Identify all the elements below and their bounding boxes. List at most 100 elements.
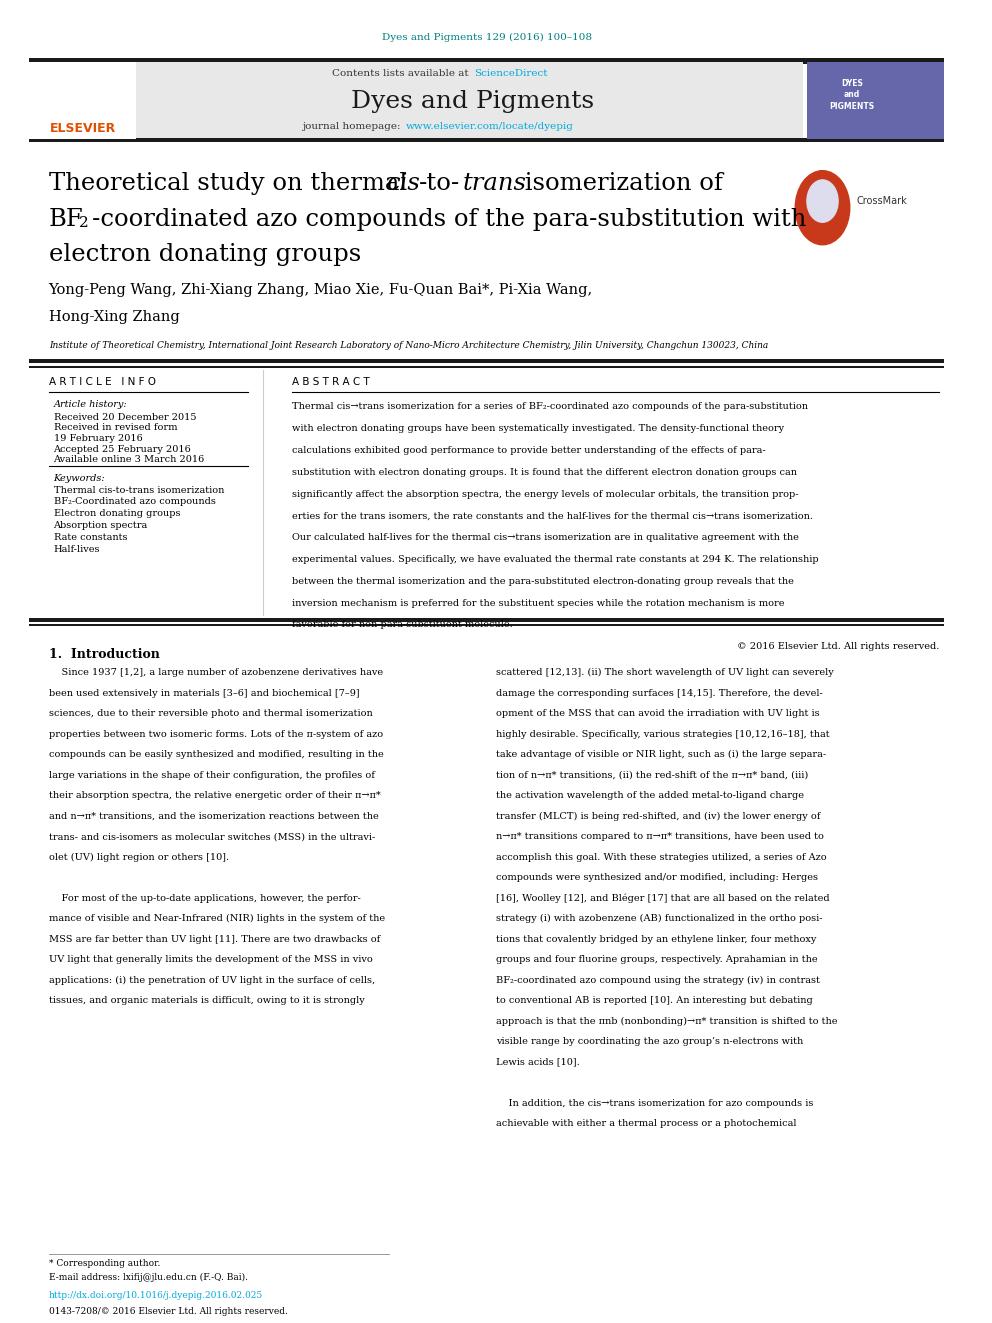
Text: tion of n→π* transitions, (ii) the red-shift of the π→π* band, (iii): tion of n→π* transitions, (ii) the red-s…: [496, 770, 808, 779]
Bar: [29, 58, 944, 64]
Text: groups and four fluorine groups, respectively. Aprahamian in the: groups and four fluorine groups, respect…: [496, 955, 818, 964]
Bar: [29, 618, 944, 622]
Text: damage the corresponding surfaces [14,15]. Therefore, the devel-: damage the corresponding surfaces [14,15…: [496, 688, 823, 697]
Text: properties between two isomeric forms. Lots of the π-system of azo: properties between two isomeric forms. L…: [49, 730, 383, 738]
Text: journal homepage:: journal homepage:: [303, 122, 404, 131]
Text: with electron donating groups have been systematically investigated. The density: with electron donating groups have been …: [292, 423, 784, 433]
Text: Lewis acids [10].: Lewis acids [10].: [496, 1058, 580, 1066]
Text: large variations in the shape of their configuration, the profiles of: large variations in the shape of their c…: [49, 770, 375, 779]
Text: strategy (i) with azobenzene (AB) functionalized in the ortho posi-: strategy (i) with azobenzene (AB) functi…: [496, 914, 823, 923]
Text: electron donating groups: electron donating groups: [49, 243, 361, 266]
Text: Article history:: Article history:: [54, 400, 127, 409]
Text: Available online 3 March 2016: Available online 3 March 2016: [54, 455, 204, 464]
Text: -to-: -to-: [419, 172, 460, 194]
Text: MSS are far better than UV light [11]. There are two drawbacks of: MSS are far better than UV light [11]. T…: [49, 934, 380, 943]
Text: Rate constants: Rate constants: [54, 533, 127, 542]
Text: trans: trans: [462, 172, 527, 194]
Text: significantly affect the absorption spectra, the energy levels of molecular orbi: significantly affect the absorption spec…: [292, 490, 799, 499]
Bar: [29, 138, 944, 142]
Text: 0143-7208/© 2016 Elsevier Ltd. All rights reserved.: 0143-7208/© 2016 Elsevier Ltd. All right…: [49, 1307, 288, 1316]
Text: Since 1937 [1,2], a large number of azobenzene derivatives have: Since 1937 [1,2], a large number of azob…: [49, 668, 383, 677]
Text: Absorption spectra: Absorption spectra: [54, 521, 148, 531]
Text: tissues, and organic materials is difficult, owing to it is strongly: tissues, and organic materials is diffic…: [49, 996, 364, 1005]
Circle shape: [796, 171, 850, 245]
Text: © 2016 Elsevier Ltd. All rights reserved.: © 2016 Elsevier Ltd. All rights reserved…: [737, 643, 939, 651]
Text: BF₂-coordinated azo compound using the strategy (iv) in contrast: BF₂-coordinated azo compound using the s…: [496, 976, 820, 984]
Text: Contents lists available at: Contents lists available at: [332, 69, 472, 78]
Text: Thermal cis-to-trans isomerization: Thermal cis-to-trans isomerization: [54, 486, 224, 495]
Text: For most of the up-to-date applications, however, the perfor-: For most of the up-to-date applications,…: [49, 894, 360, 902]
Text: Theoretical study on thermal: Theoretical study on thermal: [49, 172, 415, 194]
Text: Institute of Theoretical Chemistry, International Joint Research Laboratory of N: Institute of Theoretical Chemistry, Inte…: [49, 341, 768, 351]
Text: the activation wavelength of the added metal-to-ligand charge: the activation wavelength of the added m…: [496, 791, 805, 800]
Text: 19 February 2016: 19 February 2016: [54, 434, 142, 443]
Bar: [29, 366, 944, 368]
Text: mance of visible and Near-Infrared (NIR) lights in the system of the: mance of visible and Near-Infrared (NIR)…: [49, 914, 385, 923]
Text: tions that covalently bridged by an ethylene linker, four methoxy: tions that covalently bridged by an ethy…: [496, 934, 816, 943]
Text: between the thermal isomerization and the para-substituted electron-donating gro: between the thermal isomerization and th…: [292, 577, 794, 586]
Text: Yong-Peng Wang, Zhi-Xiang Zhang, Miao Xie, Fu-Quan Bai*, Pi-Xia Wang,: Yong-Peng Wang, Zhi-Xiang Zhang, Miao Xi…: [49, 283, 593, 298]
Text: E-mail address: lxifij@jlu.edu.cn (F.-Q. Bai).: E-mail address: lxifij@jlu.edu.cn (F.-Q.…: [49, 1273, 248, 1282]
Bar: [29, 62, 136, 139]
Text: Electron donating groups: Electron donating groups: [54, 509, 180, 519]
Bar: [136, 62, 804, 139]
Text: visible range by coordinating the azo group’s n-electrons with: visible range by coordinating the azo gr…: [496, 1037, 804, 1046]
Text: trans- and cis-isomers as molecular switches (MSS) in the ultravi-: trans- and cis-isomers as molecular swit…: [49, 832, 375, 841]
Text: BF₂-Coordinated azo compounds: BF₂-Coordinated azo compounds: [54, 497, 215, 507]
Text: sciences, due to their reversible photo and thermal isomerization: sciences, due to their reversible photo …: [49, 709, 372, 718]
Text: their absorption spectra, the relative energetic order of their π→π*: their absorption spectra, the relative e…: [49, 791, 380, 800]
Text: UV light that generally limits the development of the MSS in vivo: UV light that generally limits the devel…: [49, 955, 372, 964]
Bar: [29, 359, 944, 363]
Text: to conventional AB is reported [10]. An interesting but debating: to conventional AB is reported [10]. An …: [496, 996, 813, 1005]
Text: Keywords:: Keywords:: [54, 474, 105, 483]
Text: ScienceDirect: ScienceDirect: [474, 69, 548, 78]
Text: DYES
and
PIGMENTS: DYES and PIGMENTS: [829, 79, 874, 111]
Text: Our calculated half-lives for the thermal cis→trans isomerization are in qualita: Our calculated half-lives for the therma…: [292, 533, 799, 542]
Text: www.elsevier.com/locate/dyepig: www.elsevier.com/locate/dyepig: [406, 122, 573, 131]
Text: A B S T R A C T: A B S T R A C T: [292, 377, 370, 388]
Text: highly desirable. Specifically, various strategies [10,12,16–18], that: highly desirable. Specifically, various …: [496, 730, 830, 738]
Text: Thermal cis→trans isomerization for a series of BF₂-coordinated azo compounds of: Thermal cis→trans isomerization for a se…: [292, 402, 808, 411]
Text: * Corresponding author.: * Corresponding author.: [49, 1259, 160, 1269]
Text: erties for the trans isomers, the rate constants and the half-lives for the ther: erties for the trans isomers, the rate c…: [292, 512, 813, 520]
Text: -coordinated azo compounds of the para-substitution with: -coordinated azo compounds of the para-s…: [92, 208, 806, 230]
Text: isomerization of: isomerization of: [517, 172, 722, 194]
Text: experimental values. Specifically, we have evaluated the thermal rate constants : experimental values. Specifically, we ha…: [292, 556, 818, 564]
Text: inversion mechanism is preferred for the substituent species while the rotation : inversion mechanism is preferred for the…: [292, 599, 785, 607]
Text: substitution with electron donating groups. It is found that the different elect: substitution with electron donating grou…: [292, 468, 797, 476]
Text: applications: (i) the penetration of UV light in the surface of cells,: applications: (i) the penetration of UV …: [49, 976, 375, 984]
Text: http://dx.doi.org/10.1016/j.dyepig.2016.02.025: http://dx.doi.org/10.1016/j.dyepig.2016.…: [49, 1291, 263, 1301]
Text: scattered [12,13]. (ii) The short wavelength of UV light can severely: scattered [12,13]. (ii) The short wavele…: [496, 668, 834, 677]
Bar: [806, 62, 944, 139]
Text: opment of the MSS that can avoid the irradiation with UV light is: opment of the MSS that can avoid the irr…: [496, 709, 820, 718]
Text: favorable for non-para-substituent molecule.: favorable for non-para-substituent molec…: [292, 620, 513, 630]
Text: transfer (MLCT) is being red-shifted, and (iv) the lower energy of: transfer (MLCT) is being red-shifted, an…: [496, 811, 820, 820]
Text: Dyes and Pigments: Dyes and Pigments: [350, 90, 593, 112]
Circle shape: [806, 180, 838, 222]
Text: compounds can be easily synthesized and modified, resulting in the: compounds can be easily synthesized and …: [49, 750, 384, 759]
Text: been used extensively in materials [3–6] and biochemical [7–9]: been used extensively in materials [3–6]…: [49, 688, 359, 697]
Text: In addition, the cis→trans isomerization for azo compounds is: In addition, the cis→trans isomerization…: [496, 1098, 813, 1107]
Text: accomplish this goal. With these strategies utilized, a series of Azo: accomplish this goal. With these strateg…: [496, 853, 827, 861]
Text: Half-lives: Half-lives: [54, 545, 100, 554]
Text: take advantage of visible or NIR light, such as (i) the large separa-: take advantage of visible or NIR light, …: [496, 750, 826, 759]
Text: calculations exhibited good performance to provide better understanding of the e: calculations exhibited good performance …: [292, 446, 766, 455]
Text: A R T I C L E   I N F O: A R T I C L E I N F O: [49, 377, 156, 388]
Text: Hong-Xing Zhang: Hong-Xing Zhang: [49, 310, 180, 324]
Bar: [29, 624, 944, 626]
Text: Dyes and Pigments 129 (2016) 100–108: Dyes and Pigments 129 (2016) 100–108: [382, 33, 591, 42]
Text: Received in revised form: Received in revised form: [54, 423, 177, 433]
Text: cis: cis: [388, 172, 422, 194]
Text: Received 20 December 2015: Received 20 December 2015: [54, 413, 196, 422]
Text: CrossMark: CrossMark: [856, 196, 908, 206]
Text: approach is that the πnb (nonbonding)→π* transition is shifted to the: approach is that the πnb (nonbonding)→π*…: [496, 1016, 838, 1025]
Text: [16], Woolley [12], and Bléger [17] that are all based on the related: [16], Woolley [12], and Bléger [17] that…: [496, 894, 830, 904]
Text: achievable with either a thermal process or a photochemical: achievable with either a thermal process…: [496, 1119, 797, 1129]
Text: n→π* transitions compared to π→π* transitions, have been used to: n→π* transitions compared to π→π* transi…: [496, 832, 824, 841]
Text: Accepted 25 February 2016: Accepted 25 February 2016: [54, 445, 191, 454]
Text: BF: BF: [49, 208, 83, 230]
Text: olet (UV) light region or others [10].: olet (UV) light region or others [10].: [49, 853, 229, 861]
Text: 2: 2: [78, 216, 88, 230]
Text: 1.  Introduction: 1. Introduction: [49, 648, 160, 662]
Text: and n→π* transitions, and the isomerization reactions between the: and n→π* transitions, and the isomerizat…: [49, 811, 378, 820]
